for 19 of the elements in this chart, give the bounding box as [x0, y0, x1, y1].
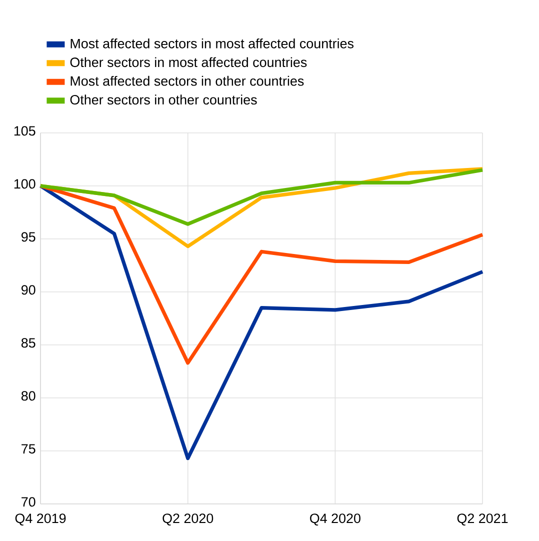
line-series — [38, 168, 484, 226]
y-tick-label: 100 — [14, 179, 36, 189]
legend-label: Most affected sectors in other countries — [70, 76, 304, 86]
x-tick-label: Q4 2019 — [15, 514, 66, 526]
y-tick-label: 85 — [21, 338, 36, 348]
line-series — [38, 184, 484, 460]
line-series — [38, 184, 484, 365]
y-tick-label: 70 — [22, 497, 36, 507]
y-tick-label: 105 — [14, 126, 36, 136]
legend-label: Other sectors in other countries — [70, 94, 257, 105]
legend-label: Other sectors in most affected countries — [70, 57, 307, 68]
x-tick-label: Q2 2021 — [457, 514, 508, 526]
legend-label: Most affected sectors in most affected countries — [70, 38, 354, 48]
x-tick-label: Q2 2020 — [162, 514, 214, 526]
x-tick-label: Q4 2020 — [310, 514, 360, 526]
y-tick-label: 95 — [22, 232, 36, 242]
y-tick-label: 75 — [22, 444, 36, 454]
y-tick-label: 80 — [21, 391, 36, 401]
y-tick-label: 90 — [22, 285, 36, 295]
